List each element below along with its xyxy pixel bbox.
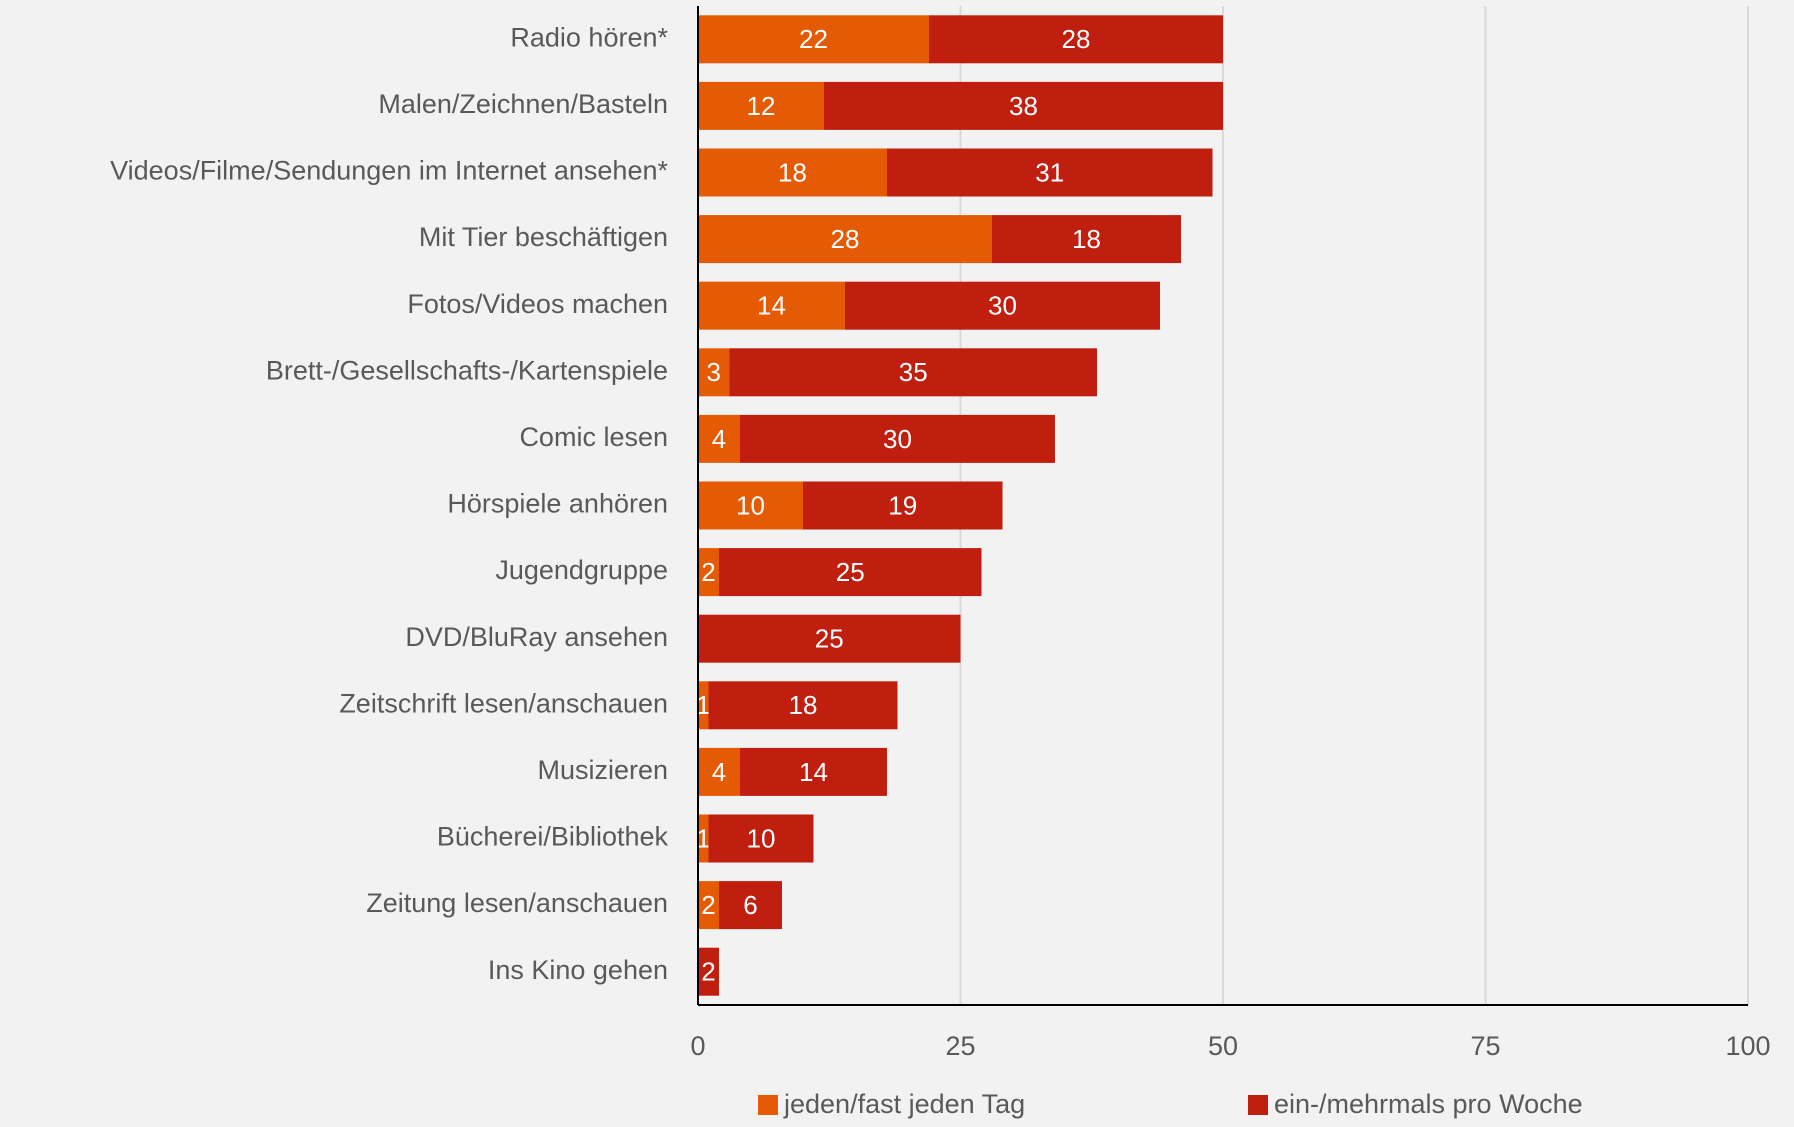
- bar-segment: [698, 947, 719, 996]
- y-tick-label: Mit Tier beschäftigen: [419, 222, 668, 252]
- data-label: 22: [799, 24, 828, 54]
- data-label: 25: [836, 557, 865, 587]
- data-label: 14: [799, 757, 828, 787]
- data-label: 4: [712, 424, 726, 454]
- data-label: 2: [701, 890, 715, 920]
- data-label: 10: [736, 490, 765, 520]
- bar-segment: [729, 348, 1097, 397]
- bar-segment: [719, 881, 782, 930]
- data-label: 2: [701, 957, 715, 987]
- y-tick-label: Fotos/Videos machen: [407, 289, 668, 319]
- bar-segment: [698, 81, 824, 130]
- bar-segment: [698, 148, 887, 197]
- bar-segment: [708, 814, 814, 863]
- bar-segment: [698, 15, 929, 64]
- data-label: 18: [1072, 224, 1101, 254]
- data-label: 4: [712, 757, 726, 787]
- x-tick-label: 50: [1208, 1031, 1238, 1061]
- bar-segment: [824, 81, 1223, 130]
- bar-segment: [698, 747, 740, 796]
- bar-segment: [929, 15, 1223, 64]
- legend-swatch: [758, 1095, 778, 1115]
- data-label: 25: [815, 624, 844, 654]
- data-label: 10: [747, 823, 776, 853]
- x-tick-label: 100: [1725, 1031, 1770, 1061]
- legend-label: ein-/mehrmals pro Woche: [1274, 1089, 1583, 1119]
- bar-segment: [698, 414, 740, 463]
- x-tick-label: 75: [1470, 1031, 1500, 1061]
- bar-segment: [740, 747, 887, 796]
- bar-segment: [698, 614, 961, 663]
- y-tick-label: Musizieren: [537, 755, 668, 785]
- data-label: 6: [743, 890, 757, 920]
- x-tick-label: 0: [690, 1031, 705, 1061]
- bar-segment: [698, 281, 845, 330]
- bar-segment: [708, 681, 898, 730]
- data-label: 3: [707, 357, 721, 387]
- bar-segment: [740, 414, 1055, 463]
- data-label: 35: [899, 357, 928, 387]
- y-tick-label: Zeitschrift lesen/anschauen: [339, 688, 668, 718]
- y-tick-label: Videos/Filme/Sendungen im Internet anseh…: [110, 156, 668, 186]
- bar-segment: [803, 481, 1003, 530]
- data-label: 28: [1062, 24, 1091, 54]
- bar-segment: [698, 681, 709, 730]
- bar-segment: [698, 215, 992, 264]
- data-label: 30: [988, 291, 1017, 321]
- legend-swatch: [1248, 1095, 1268, 1115]
- legend-label: jeden/fast jeden Tag: [783, 1089, 1025, 1119]
- data-label: 18: [778, 157, 807, 187]
- data-label: 19: [888, 490, 917, 520]
- data-label: 12: [747, 91, 776, 121]
- y-tick-label: DVD/BluRay ansehen: [405, 622, 668, 652]
- bar-segment: [887, 148, 1213, 197]
- bar-segment: [698, 814, 709, 863]
- y-tick-label: Malen/Zeichnen/Basteln: [378, 89, 668, 119]
- data-label: 31: [1035, 157, 1064, 187]
- x-tick-label: 25: [945, 1031, 975, 1061]
- data-label: 30: [883, 424, 912, 454]
- y-tick-label: Hörspiele anhören: [447, 489, 668, 519]
- y-tick-label: Jugendgruppe: [495, 555, 668, 585]
- bar-segment: [698, 348, 730, 397]
- y-tick-label: Zeitung lesen/anschauen: [366, 888, 668, 918]
- y-tick-label: Ins Kino gehen: [488, 955, 668, 985]
- bar-segment: [719, 548, 982, 597]
- y-tick-label: Radio hören*: [510, 22, 668, 52]
- data-label: 18: [789, 690, 818, 720]
- data-label: 28: [831, 224, 860, 254]
- y-tick-label: Comic lesen: [519, 422, 668, 452]
- y-tick-label: Brett-/Gesellschafts-/Kartenspiele: [266, 355, 668, 385]
- bar-segment: [698, 548, 719, 597]
- bar-segment: [698, 881, 719, 930]
- data-label: 38: [1009, 91, 1038, 121]
- y-tick-label: Bücherei/Bibliothek: [437, 822, 669, 852]
- data-label: 1: [696, 690, 710, 720]
- bar-segment: [845, 281, 1160, 330]
- data-label: 2: [701, 557, 715, 587]
- bar-segment: [992, 215, 1181, 264]
- data-label: 1: [696, 823, 710, 853]
- bar-segment: [698, 481, 803, 530]
- data-label: 14: [757, 291, 786, 321]
